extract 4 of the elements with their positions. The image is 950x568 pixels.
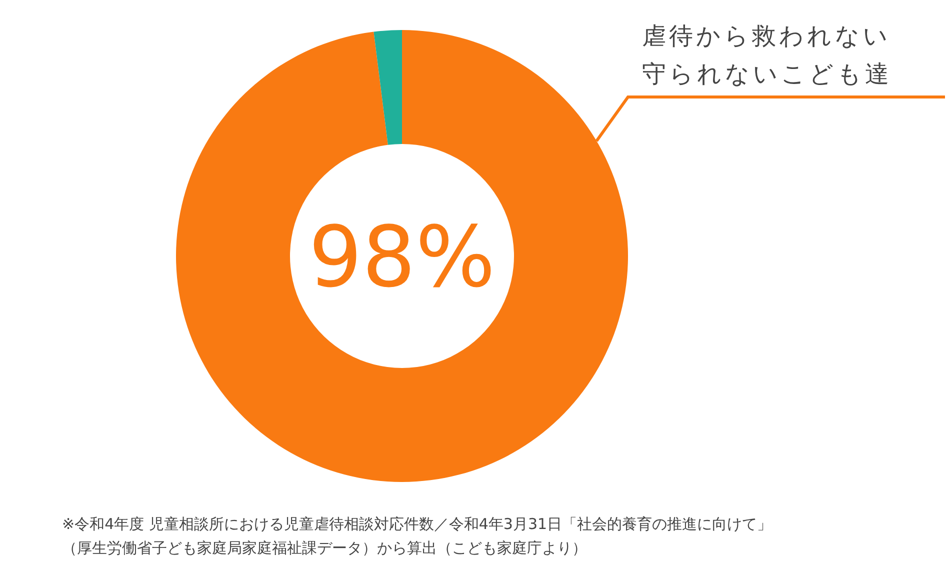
text: ※令和4年度 児童相談所における児童虐待相談対応件数／令和4年3月31日「社会的養育の推進に向けて」 — [62, 515, 772, 533]
data-label: 98% — [308, 208, 496, 306]
text: （厚生労働省子ども家庭局家庭福祉課データ）から算出（こども家庭庁より） — [62, 539, 587, 557]
slice-label: 虐待から救われない守られないこども達 — [642, 22, 892, 88]
